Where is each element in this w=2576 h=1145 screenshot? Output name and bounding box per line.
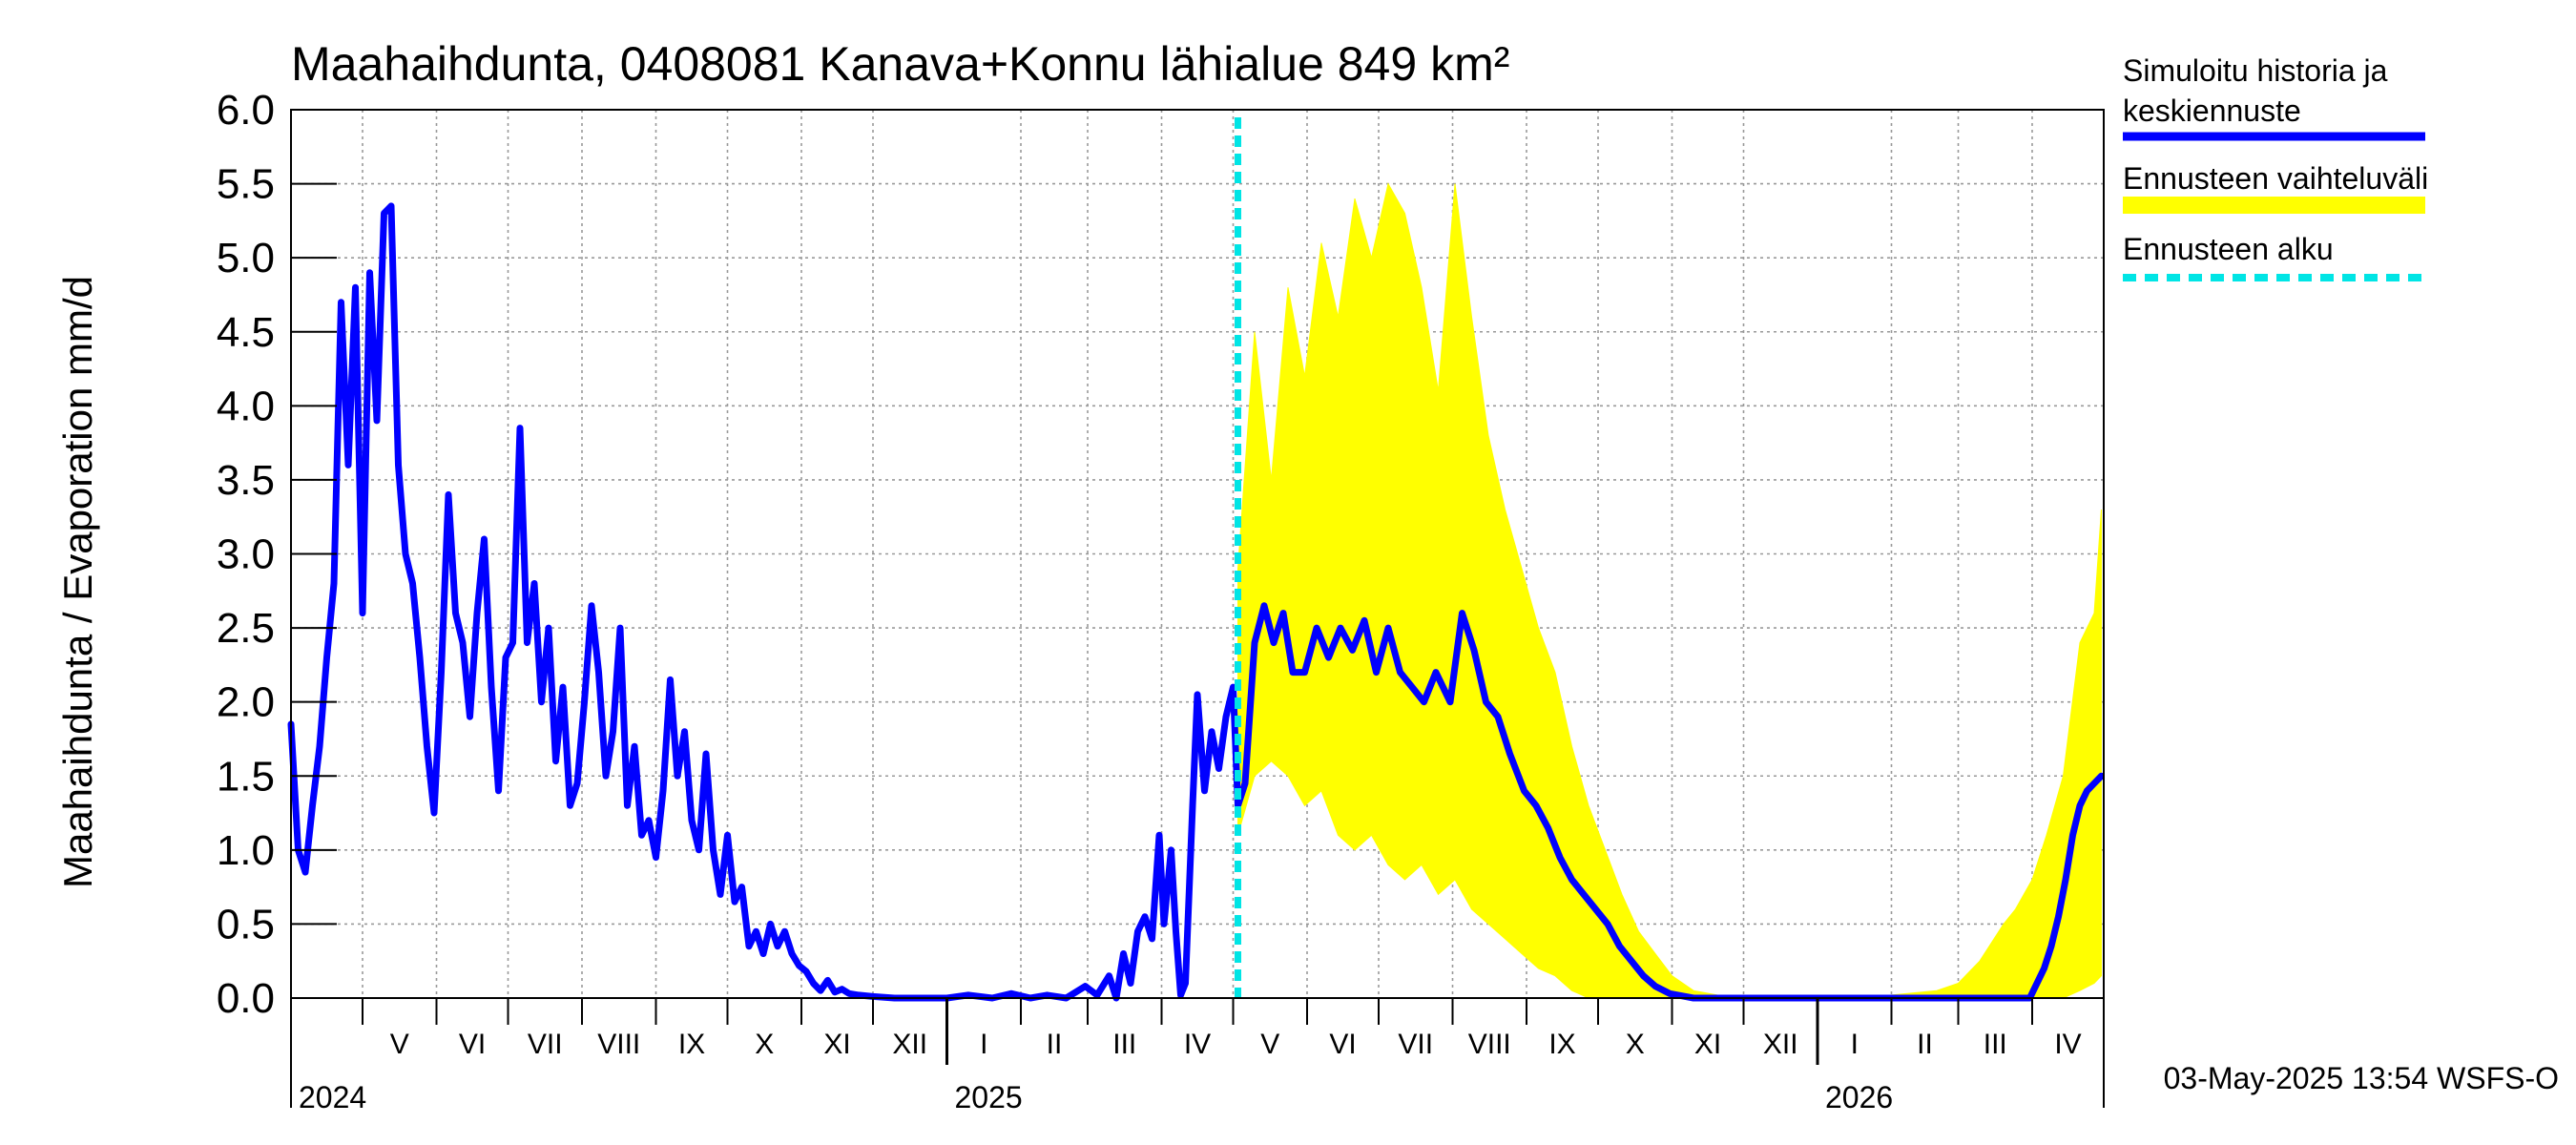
month-label: I [1851, 1029, 1859, 1060]
y-tick-label: 5.0 [217, 235, 275, 281]
month-label: IV [2054, 1029, 2081, 1060]
chart-title: Maahaihdunta, 0408081 Kanava+Konnu lähia… [291, 37, 1509, 91]
month-label: VII [528, 1029, 563, 1060]
month-label: VIII [597, 1029, 640, 1060]
y-axis-label: Maahaihdunta / Evaporation mm/d [55, 276, 100, 888]
y-tick-label: 2.0 [217, 679, 275, 726]
y-tick-label: 4.5 [217, 309, 275, 356]
timestamp: 03-May-2025 13:54 WSFS-O [2164, 1061, 2559, 1095]
month-label: V [390, 1029, 409, 1060]
month-label: IV [1184, 1029, 1211, 1060]
month-label: X [755, 1029, 774, 1060]
y-tick-label: 2.5 [217, 605, 275, 652]
month-label: X [1626, 1029, 1645, 1060]
month-label: III [1112, 1029, 1136, 1060]
y-tick-label: 6.0 [217, 87, 275, 134]
plot-frame [290, 109, 2105, 999]
month-labels: V VI VII VIII IX X XI XII I II III IV V VI VII VIII IX X X… [390, 1029, 2082, 1060]
month-label: II [1917, 1029, 1933, 1060]
y-tick-label: 4.0 [217, 383, 275, 429]
month-label: III [1984, 1029, 2007, 1060]
forecast-range-area [1237, 182, 2102, 999]
legend-range-label: Ennusteen vaihteluväli [2123, 161, 2428, 196]
month-label: VI [1329, 1029, 1356, 1060]
y-tick-label: 0.5 [217, 901, 275, 947]
year-label: 2025 [955, 1080, 1023, 1114]
year-label: 2024 [299, 1080, 366, 1114]
y-tick-label: 3.0 [217, 531, 275, 578]
grid-lines [291, 110, 2104, 998]
y-tick-label: 1.5 [217, 753, 275, 800]
forecast-range-band [1237, 182, 2102, 999]
y-tick-labels: 0.0 0.5 1.0 1.5 2.0 2.5 3.0 3.5 4.0 4.5 5.0 5.5 6.0 [217, 87, 275, 1022]
month-label: VII [1398, 1029, 1433, 1060]
month-label: I [980, 1029, 987, 1060]
month-label: XII [1763, 1029, 1798, 1060]
month-label: IX [1548, 1029, 1575, 1060]
legend-sim-label-2: keskiennuste [2123, 94, 2301, 128]
month-label: XI [1694, 1029, 1721, 1060]
legend: Simuloitu historia ja keskiennuste Ennus… [2123, 53, 2428, 281]
month-label: IX [678, 1029, 705, 1060]
legend-sim-label-1: Simuloitu historia ja [2123, 53, 2388, 88]
y-tick-label: 0.0 [217, 975, 275, 1022]
legend-start-label: Ennusteen alku [2123, 232, 2334, 266]
year-label: 2026 [1825, 1080, 1893, 1114]
year-labels: 2024 2025 2026 [299, 1080, 1893, 1114]
month-label: V [1260, 1029, 1279, 1060]
y-tick-label: 3.5 [217, 457, 275, 504]
month-label: VIII [1468, 1029, 1511, 1060]
y-tick-label: 5.5 [217, 161, 275, 208]
month-label: VI [459, 1029, 486, 1060]
month-label: II [1047, 1029, 1063, 1060]
month-label: XI [823, 1029, 850, 1060]
axes [290, 109, 2105, 1108]
y-tick-label: 1.0 [217, 827, 275, 874]
month-label: XII [892, 1029, 927, 1060]
